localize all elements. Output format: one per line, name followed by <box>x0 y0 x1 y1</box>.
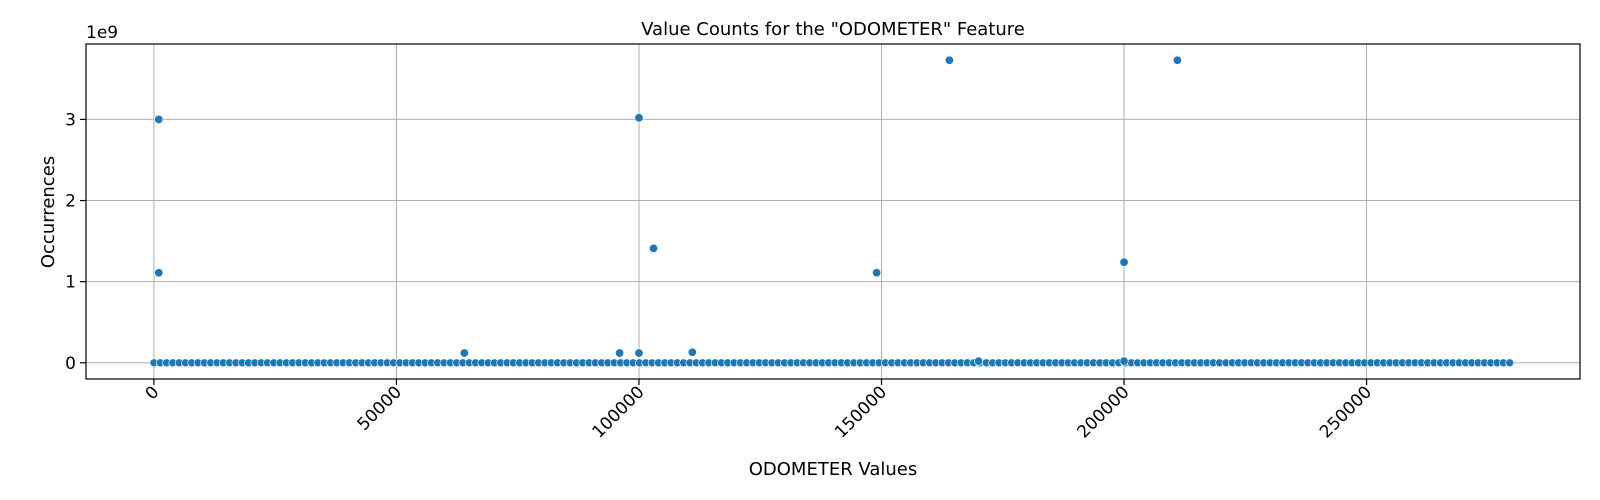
data-point <box>154 114 164 124</box>
x-axis-label: ODOMETER Values <box>749 459 918 480</box>
y-offset-text: 1e9 <box>86 23 118 43</box>
grid-layer <box>86 44 1580 379</box>
x-tick-label: 250000 <box>1316 382 1376 442</box>
y-axis-label: Occurrences <box>38 156 59 268</box>
x-tick-label: 200000 <box>1074 382 1134 442</box>
data-point <box>687 347 697 357</box>
data-point <box>944 55 954 65</box>
data-point <box>615 348 625 358</box>
ticks-layer: 0 50000 100000 150000 200000 250000 0 1 2 3 <box>65 110 1376 442</box>
data-point <box>154 268 164 278</box>
data-point <box>1119 257 1129 267</box>
y-tick-label: 1 <box>65 273 76 293</box>
data-point-baseline <box>1505 358 1514 368</box>
data-point <box>1119 356 1129 366</box>
data-point <box>872 268 882 278</box>
y-tick-label: 3 <box>65 110 76 130</box>
data-point <box>974 356 984 366</box>
data-point <box>634 113 644 123</box>
data-point <box>1172 55 1182 65</box>
data-point <box>634 348 644 358</box>
x-tick-label: 150000 <box>831 382 891 442</box>
data-point <box>649 243 659 253</box>
plot-frame <box>85 43 1581 380</box>
x-tick-label: 50000 <box>354 382 406 434</box>
chart-title: Value Counts for the "ODOMETER" Feature <box>641 19 1025 40</box>
points-layer <box>149 55 1514 368</box>
y-tick-label: 2 <box>65 192 76 212</box>
data-point <box>459 348 469 358</box>
x-tick-label: 0 <box>142 382 164 404</box>
y-tick-label: 0 <box>65 354 76 374</box>
x-tick-label: 100000 <box>588 382 648 442</box>
